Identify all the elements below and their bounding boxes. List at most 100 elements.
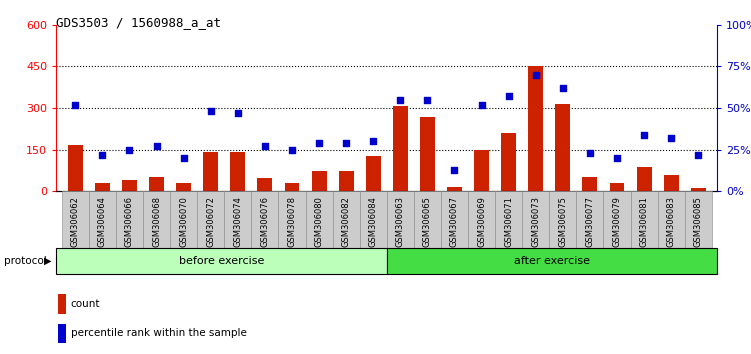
Bar [68, 145, 83, 191]
Text: GSM306077: GSM306077 [585, 196, 594, 247]
Text: GSM306063: GSM306063 [396, 196, 405, 247]
Text: percentile rank within the sample: percentile rank within the sample [71, 328, 246, 338]
Bar [149, 177, 164, 191]
Text: GSM306084: GSM306084 [369, 196, 378, 247]
Text: GDS3503 / 1560988_a_at: GDS3503 / 1560988_a_at [56, 16, 222, 29]
Bar [231, 152, 246, 191]
Text: GSM306068: GSM306068 [152, 196, 161, 247]
Bar [116, 191, 143, 248]
Point [556, 85, 569, 91]
Bar [252, 191, 279, 248]
Bar [583, 177, 597, 191]
Text: ▶: ▶ [44, 256, 51, 266]
Point [394, 97, 406, 103]
Text: GSM306067: GSM306067 [450, 196, 459, 247]
Text: GSM306083: GSM306083 [667, 196, 676, 247]
Bar [556, 104, 570, 191]
Bar [685, 191, 712, 248]
Bar [59, 295, 66, 314]
Bar [170, 191, 198, 248]
Point [205, 108, 217, 114]
Text: GSM306079: GSM306079 [613, 196, 622, 247]
Bar [176, 183, 191, 191]
Bar [528, 67, 543, 191]
Bar [604, 191, 631, 248]
Bar [143, 191, 170, 248]
Text: GSM306071: GSM306071 [504, 196, 513, 247]
Text: GSM306080: GSM306080 [315, 196, 324, 247]
Text: GSM306081: GSM306081 [640, 196, 649, 247]
Bar [549, 191, 576, 248]
Point [529, 72, 541, 78]
Bar [664, 175, 679, 191]
Bar [62, 191, 89, 248]
Bar [285, 183, 300, 191]
Bar [258, 178, 273, 191]
Bar [312, 171, 327, 191]
Bar [387, 248, 717, 274]
Bar [501, 133, 516, 191]
Bar [333, 191, 360, 248]
Text: GSM306082: GSM306082 [342, 196, 351, 247]
Point [313, 140, 325, 146]
Text: GSM306078: GSM306078 [288, 196, 297, 247]
Bar [89, 191, 116, 248]
Bar [306, 191, 333, 248]
Text: before exercise: before exercise [179, 256, 264, 266]
Bar [631, 191, 658, 248]
Bar [576, 191, 604, 248]
Bar [59, 324, 66, 343]
Point [340, 140, 352, 146]
Point [367, 138, 379, 144]
Bar [474, 150, 489, 191]
Bar [204, 152, 218, 191]
Bar [122, 179, 137, 191]
Bar [225, 191, 252, 248]
Point [448, 167, 460, 172]
Text: GSM306064: GSM306064 [98, 196, 107, 247]
Bar [441, 191, 468, 248]
Point [69, 102, 81, 108]
Text: GSM306070: GSM306070 [179, 196, 189, 247]
Bar [279, 191, 306, 248]
Point [123, 147, 135, 152]
Point [611, 155, 623, 161]
Point [584, 150, 596, 156]
Bar [339, 171, 354, 191]
Point [638, 132, 650, 137]
Point [421, 97, 433, 103]
Bar [393, 106, 408, 191]
Bar [420, 117, 435, 191]
Bar [610, 183, 624, 191]
Text: after exercise: after exercise [514, 256, 590, 266]
Text: count: count [71, 299, 100, 309]
Text: GSM306074: GSM306074 [234, 196, 243, 247]
Text: protocol: protocol [4, 256, 47, 266]
Bar [637, 167, 652, 191]
Bar [56, 248, 387, 274]
Bar [414, 191, 441, 248]
Bar [691, 188, 706, 191]
Bar [387, 191, 414, 248]
Text: GSM306072: GSM306072 [207, 196, 216, 247]
Point [259, 143, 271, 149]
Bar [366, 156, 381, 191]
Point [232, 110, 244, 116]
Bar [95, 183, 110, 191]
Text: GSM306062: GSM306062 [71, 196, 80, 247]
Text: GSM306076: GSM306076 [261, 196, 270, 247]
Bar [468, 191, 495, 248]
Bar [522, 191, 549, 248]
Point [665, 135, 677, 141]
Text: GSM306069: GSM306069 [477, 196, 486, 247]
Text: GSM306075: GSM306075 [558, 196, 567, 247]
Point [178, 155, 190, 161]
Bar [447, 187, 462, 191]
Point [96, 152, 108, 158]
Point [502, 93, 514, 99]
Text: GSM306065: GSM306065 [423, 196, 432, 247]
Bar [658, 191, 685, 248]
Point [286, 147, 298, 152]
Text: GSM306066: GSM306066 [125, 196, 134, 247]
Point [692, 152, 704, 158]
